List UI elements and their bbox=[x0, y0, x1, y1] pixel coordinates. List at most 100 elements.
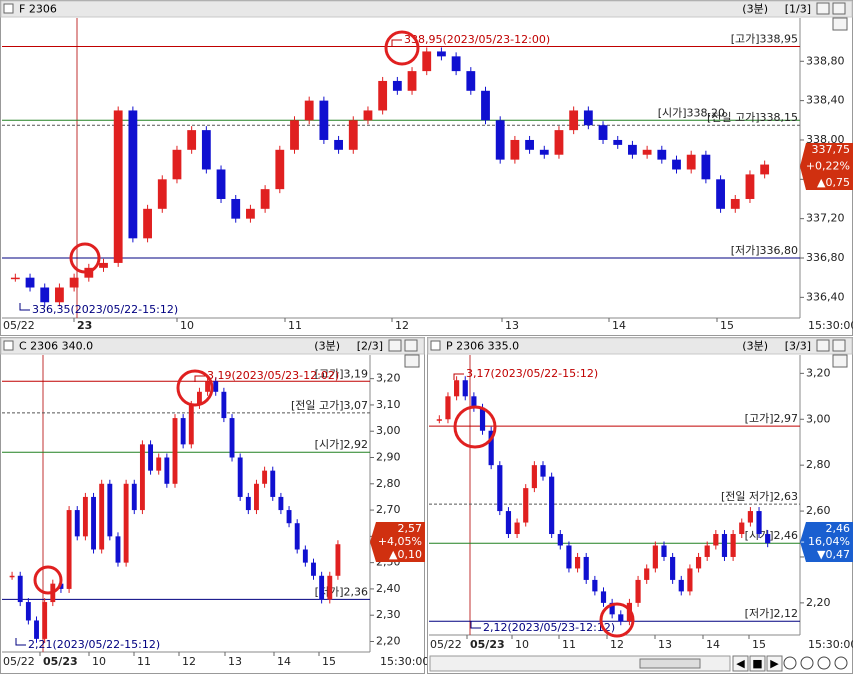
candle bbox=[557, 534, 563, 546]
window-button[interactable] bbox=[832, 2, 846, 15]
y-tick-label: 3,10 bbox=[376, 398, 401, 411]
candle bbox=[686, 154, 696, 170]
candle bbox=[99, 262, 108, 268]
candle bbox=[128, 110, 138, 239]
candle bbox=[652, 545, 658, 569]
candle bbox=[713, 534, 719, 546]
x-tick-label: 11 bbox=[137, 655, 151, 668]
candle bbox=[91, 496, 96, 550]
price-box-text: ▼0,47 bbox=[817, 548, 850, 561]
checkbox[interactable] bbox=[3, 3, 14, 14]
price-box-text: 2,57 bbox=[398, 522, 423, 535]
zoom-button[interactable] bbox=[800, 656, 814, 670]
zoom-button[interactable] bbox=[783, 656, 797, 670]
x-tick-label: 05/22 bbox=[3, 655, 35, 668]
price-box bbox=[800, 143, 853, 190]
candle bbox=[392, 80, 402, 91]
candle bbox=[704, 545, 710, 557]
highlight-circle bbox=[69, 242, 101, 274]
candle bbox=[756, 511, 762, 535]
price-box-text: 337,75 bbox=[812, 143, 851, 156]
candle bbox=[644, 568, 650, 580]
candle bbox=[454, 380, 460, 397]
candle bbox=[523, 488, 529, 523]
scroll-button[interactable] bbox=[732, 655, 749, 672]
price-box-text: +4,05% bbox=[378, 535, 422, 548]
level-label: [고가]3,19 bbox=[315, 367, 368, 380]
candle bbox=[488, 430, 494, 466]
candle bbox=[574, 556, 581, 569]
page-label: [2/3] bbox=[357, 340, 383, 353]
scroll-button[interactable] bbox=[766, 655, 783, 672]
y-tick-label: 336,40 bbox=[806, 290, 845, 303]
candle bbox=[290, 120, 299, 150]
candle bbox=[286, 510, 292, 524]
candle bbox=[180, 418, 186, 445]
candle bbox=[661, 545, 667, 557]
candle bbox=[311, 562, 316, 576]
window-button[interactable] bbox=[832, 339, 846, 352]
candle bbox=[319, 100, 329, 140]
candle bbox=[635, 579, 641, 603]
page-label: [3/3] bbox=[785, 340, 811, 353]
candle bbox=[701, 154, 711, 180]
checkbox[interactable] bbox=[3, 340, 14, 351]
candle bbox=[260, 189, 270, 209]
candle bbox=[531, 465, 537, 489]
window-button[interactable] bbox=[404, 339, 418, 352]
candle bbox=[172, 149, 182, 180]
candle bbox=[42, 602, 48, 639]
y-tick-label: 2,90 bbox=[376, 451, 401, 464]
candle bbox=[481, 90, 490, 121]
candle bbox=[156, 457, 162, 471]
candle bbox=[10, 277, 20, 280]
candle bbox=[549, 476, 555, 535]
candle bbox=[196, 391, 202, 405]
y-tick-label: 3,00 bbox=[376, 424, 401, 437]
candle bbox=[221, 391, 227, 419]
candle bbox=[216, 169, 226, 199]
candle bbox=[334, 139, 343, 150]
scale-button[interactable] bbox=[832, 354, 848, 368]
x-tick-label: 15:30:00 bbox=[380, 655, 429, 668]
candle bbox=[245, 496, 251, 511]
candle bbox=[25, 277, 35, 288]
annotation-arrow bbox=[470, 621, 481, 629]
scroll-thumb[interactable] bbox=[639, 658, 701, 669]
y-tick-label: 3,20 bbox=[806, 366, 831, 379]
scale-button[interactable] bbox=[404, 354, 420, 368]
candle bbox=[422, 51, 432, 72]
candle bbox=[730, 198, 740, 209]
scroll-button-icon: ▶ bbox=[770, 657, 779, 670]
candle bbox=[363, 110, 373, 121]
y-tick-label: 337,20 bbox=[806, 212, 845, 225]
window-button[interactable] bbox=[388, 339, 402, 352]
candle bbox=[327, 575, 333, 600]
zoom-button[interactable] bbox=[834, 656, 848, 670]
window-button[interactable] bbox=[816, 339, 830, 352]
level-label: [저가]336,80 bbox=[731, 244, 798, 257]
level-label: [고가]2,97 bbox=[745, 412, 798, 425]
annotation: 2,12(2023/05/23-12:12) bbox=[483, 621, 615, 634]
candle bbox=[164, 457, 170, 484]
x-tick-label: 23 bbox=[77, 319, 92, 332]
y-tick-label: 2,40 bbox=[376, 582, 401, 595]
scroll-button[interactable] bbox=[749, 655, 766, 672]
x-tick-label: 13 bbox=[505, 319, 519, 332]
candle bbox=[618, 614, 624, 622]
candle bbox=[437, 51, 446, 57]
candle bbox=[609, 602, 615, 615]
scroll-button-icon: ◀ bbox=[736, 657, 745, 670]
title-bar bbox=[0, 0, 853, 18]
candle bbox=[495, 120, 505, 160]
candle bbox=[642, 149, 652, 155]
candle bbox=[188, 404, 194, 445]
chart-panel: C 2306 340.0 (3분) [2/3] 3,20 3,10 3,00 2,90 2,8… bbox=[0, 337, 429, 674]
window-button[interactable] bbox=[816, 2, 830, 15]
chart-panel: P 2306 335.0 (3분) [3/3] 3,20 3,00 2,80 2,60 2,4… bbox=[427, 337, 853, 674]
y-tick-label: 2,20 bbox=[806, 596, 831, 609]
scale-button[interactable] bbox=[832, 17, 848, 31]
zoom-button[interactable] bbox=[817, 656, 831, 670]
annotation: 3,19(2023/05/23-12:02) bbox=[207, 369, 339, 382]
checkbox[interactable] bbox=[430, 340, 441, 351]
